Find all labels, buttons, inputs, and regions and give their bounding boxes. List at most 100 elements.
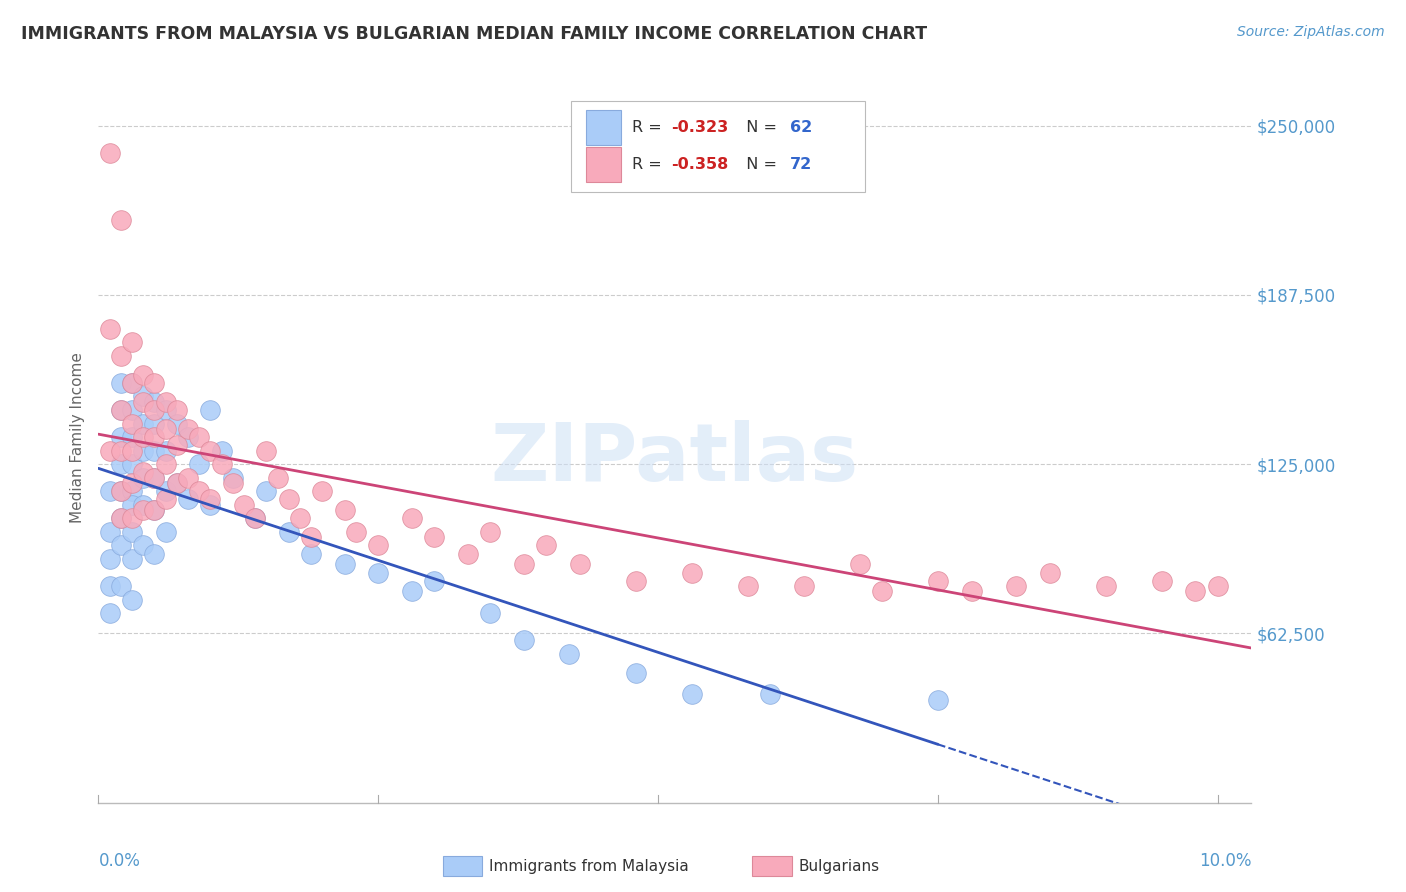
- Point: [98, 145, 121, 160]
- Text: Source: ZipAtlas.com: Source: ZipAtlas.com: [1237, 25, 1385, 39]
- Point: [110, 403, 132, 417]
- Point: [132, 503, 155, 517]
- Point: [513, 558, 536, 572]
- Point: [927, 693, 949, 707]
- Point: [568, 558, 591, 572]
- Point: [132, 538, 155, 552]
- Point: [188, 484, 211, 499]
- Point: [143, 503, 166, 517]
- Point: [166, 476, 188, 491]
- Point: [132, 417, 155, 431]
- Bar: [586, 110, 620, 145]
- Text: 62: 62: [790, 120, 813, 136]
- Point: [793, 579, 815, 593]
- Point: [132, 368, 155, 382]
- Point: [121, 484, 143, 499]
- Text: 72: 72: [790, 157, 813, 172]
- Point: [121, 335, 143, 350]
- Point: [177, 430, 200, 444]
- Point: [333, 503, 356, 517]
- Point: [143, 471, 166, 485]
- Point: [254, 484, 277, 499]
- Point: [624, 665, 647, 680]
- Point: [110, 579, 132, 593]
- Point: [143, 547, 166, 561]
- Point: [188, 457, 211, 471]
- Point: [121, 457, 143, 471]
- Point: [132, 498, 155, 512]
- Point: [211, 443, 233, 458]
- Point: [232, 498, 254, 512]
- Point: [132, 430, 155, 444]
- Point: [98, 524, 121, 539]
- Point: [870, 584, 893, 599]
- Point: [277, 492, 299, 507]
- Point: [311, 484, 333, 499]
- Point: [423, 574, 446, 588]
- Point: [681, 688, 703, 702]
- Point: [166, 403, 188, 417]
- Point: [1206, 579, 1229, 593]
- Point: [155, 457, 177, 471]
- Point: [121, 430, 143, 444]
- Point: [110, 538, 132, 552]
- Point: [143, 443, 166, 458]
- Point: [98, 443, 121, 458]
- Point: [121, 443, 143, 458]
- Point: [1184, 584, 1206, 599]
- Point: [110, 403, 132, 417]
- Point: [121, 498, 143, 512]
- Point: [479, 524, 502, 539]
- Point: [848, 558, 870, 572]
- Point: [681, 566, 703, 580]
- Point: [534, 538, 557, 552]
- Text: IMMIGRANTS FROM MALAYSIA VS BULGARIAN MEDIAN FAMILY INCOME CORRELATION CHART: IMMIGRANTS FROM MALAYSIA VS BULGARIAN ME…: [21, 25, 927, 43]
- Point: [155, 403, 177, 417]
- Point: [143, 430, 166, 444]
- Point: [98, 579, 121, 593]
- FancyBboxPatch shape: [571, 101, 865, 192]
- Point: [110, 443, 132, 458]
- Point: [121, 552, 143, 566]
- Point: [155, 395, 177, 409]
- Point: [166, 476, 188, 491]
- Text: 0.0%: 0.0%: [98, 852, 141, 870]
- Point: [479, 606, 502, 620]
- Point: [121, 417, 143, 431]
- Point: [143, 417, 166, 431]
- Point: [513, 633, 536, 648]
- Point: [110, 213, 132, 227]
- Point: [927, 574, 949, 588]
- Point: [277, 524, 299, 539]
- Point: [624, 574, 647, 588]
- Point: [132, 465, 155, 479]
- Text: Bulgarians: Bulgarians: [799, 859, 880, 873]
- Text: -0.323: -0.323: [672, 120, 728, 136]
- Point: [1039, 566, 1062, 580]
- Point: [166, 438, 188, 452]
- Point: [1095, 579, 1118, 593]
- Text: R =: R =: [633, 157, 666, 172]
- Point: [110, 457, 132, 471]
- Point: [132, 389, 155, 403]
- Point: [110, 349, 132, 363]
- Point: [423, 530, 446, 544]
- Text: R =: R =: [633, 120, 666, 136]
- Point: [143, 376, 166, 390]
- Point: [121, 511, 143, 525]
- Point: [155, 524, 177, 539]
- Point: [401, 511, 423, 525]
- Point: [222, 476, 245, 491]
- Point: [98, 606, 121, 620]
- Point: [155, 492, 177, 507]
- Point: [222, 471, 245, 485]
- Text: N =: N =: [735, 120, 782, 136]
- Point: [557, 647, 579, 661]
- Point: [155, 443, 177, 458]
- Point: [759, 688, 782, 702]
- Point: [333, 558, 356, 572]
- Text: Immigrants from Malaysia: Immigrants from Malaysia: [489, 859, 689, 873]
- Point: [110, 484, 132, 499]
- Point: [110, 511, 132, 525]
- Point: [266, 471, 288, 485]
